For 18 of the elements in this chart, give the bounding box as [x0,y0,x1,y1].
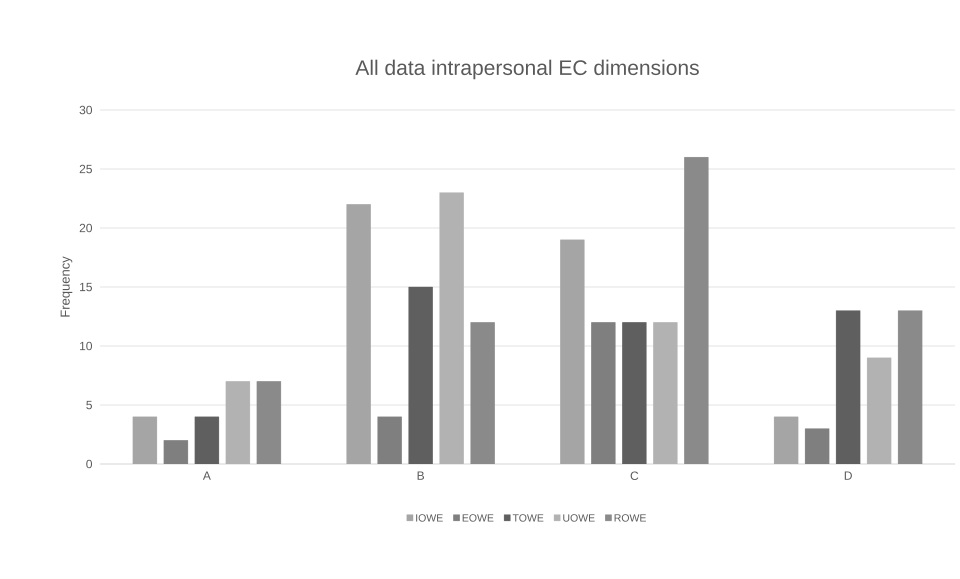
x-tick-label: B [418,472,424,480]
x-tick-label: D [844,472,852,480]
legend-label: TOWE [512,514,544,522]
y-tick-label: 25 [80,164,92,174]
y-tick-label: 5 [86,400,92,410]
legend-label: UOWE [563,514,595,522]
chart-title: All data intrapersonal EC dimensions [355,60,699,80]
x-tick-label: A [202,472,211,480]
y-tick-label: 15 [80,282,92,292]
y-tick-label: 10 [80,342,92,350]
legend-label: ROWE [614,514,646,522]
y-tick-label: 30 [80,106,92,114]
y-axis-title: Frequency [60,256,72,317]
x-tick-label: C [630,472,638,480]
y-tick-label: 20 [80,224,92,232]
y-tick-label: 0 [86,460,92,468]
legend-label: EOWE [462,514,494,522]
legend-label: IOWE [416,514,443,522]
